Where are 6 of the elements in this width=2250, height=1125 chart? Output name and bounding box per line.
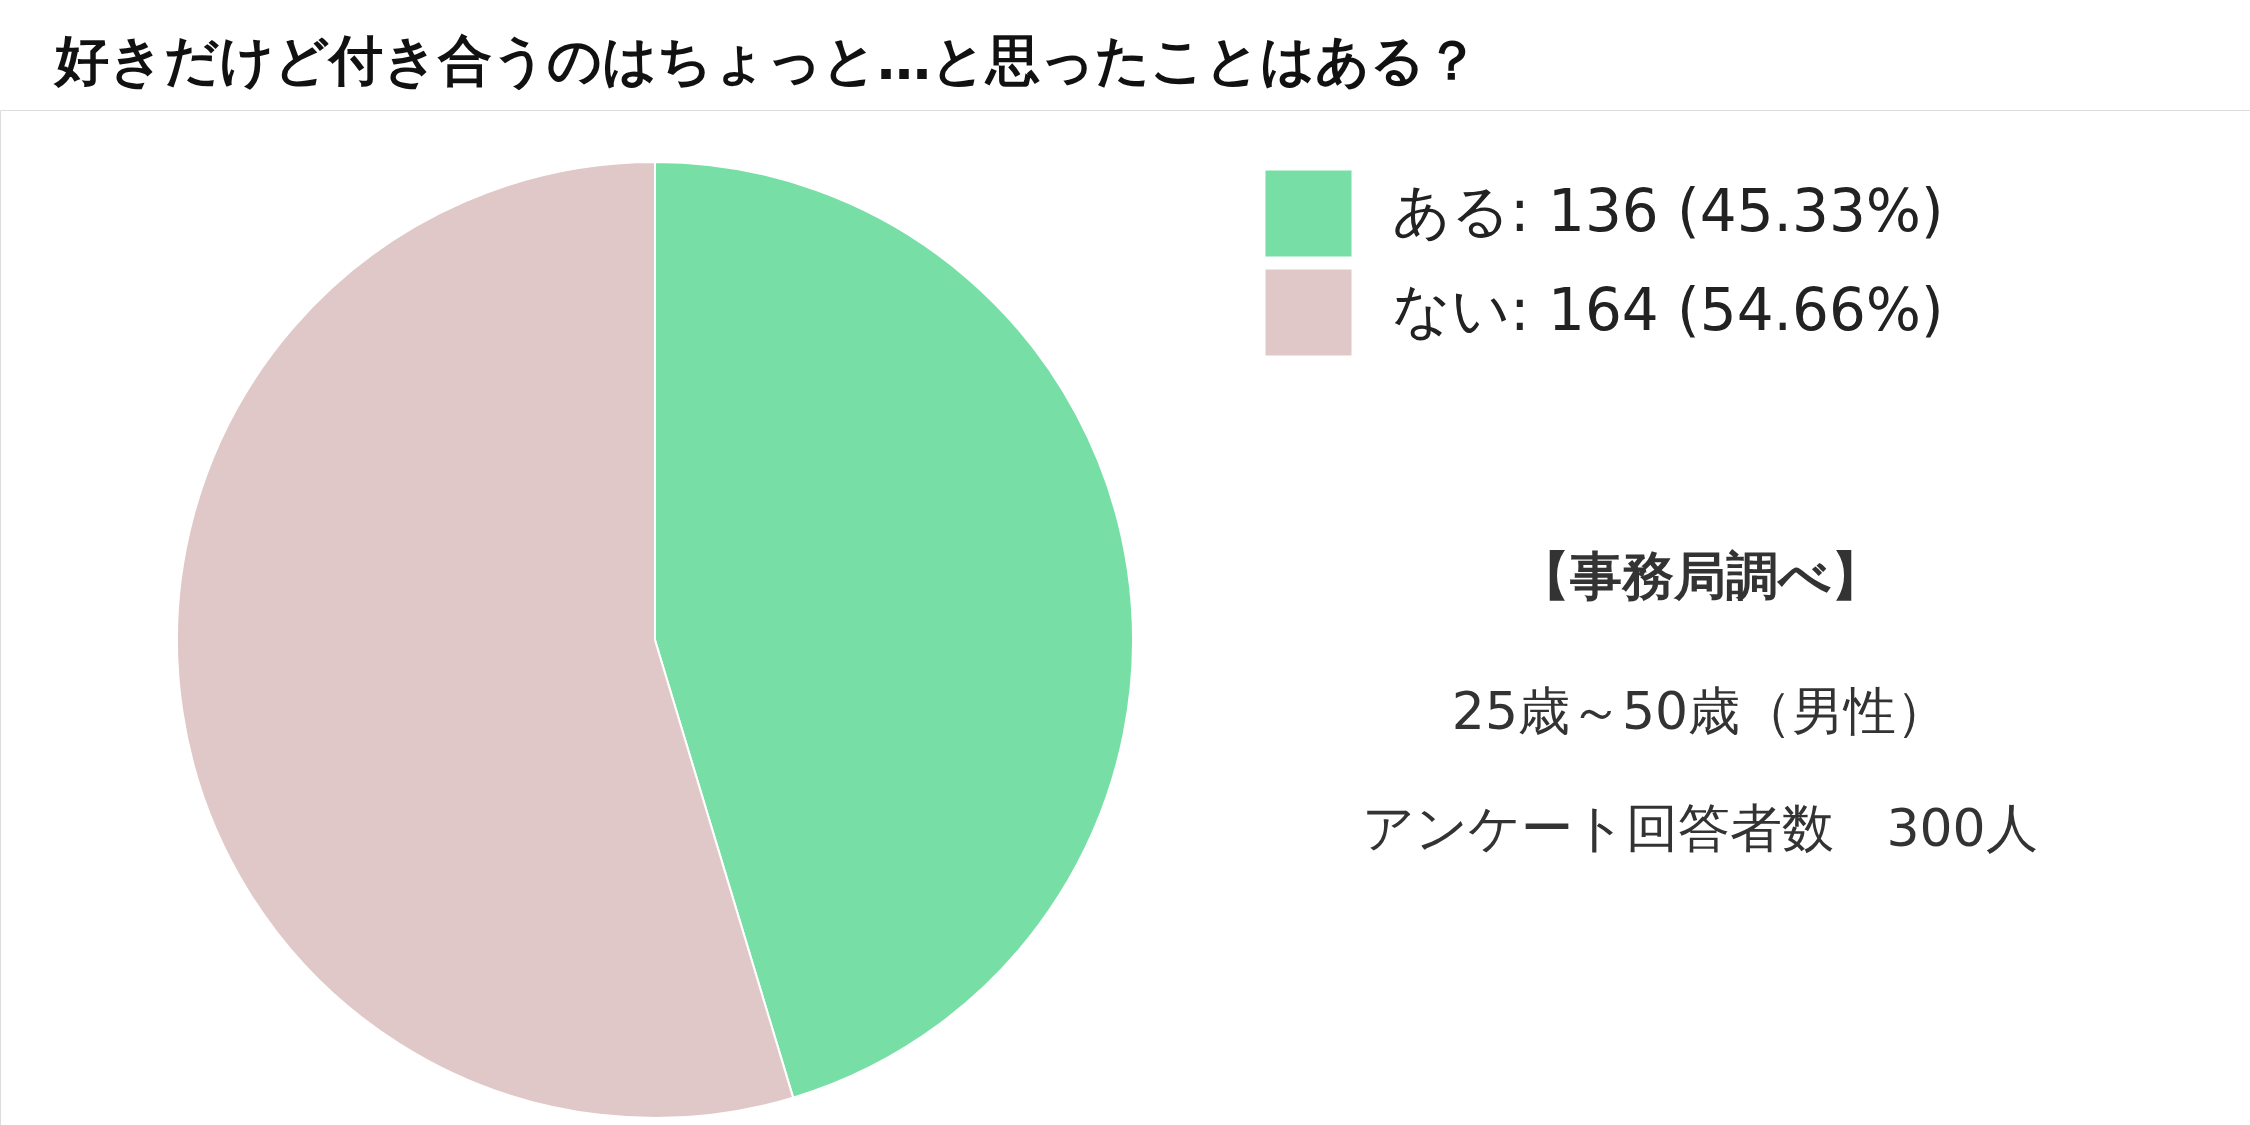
text: アンケート回答者数 300人: [1362, 798, 2038, 858]
legend-label: ある: 136 (45.33%): [1392, 176, 1944, 245]
text: 【事務局調べ】: [1517, 546, 1883, 606]
text: 25歳～50歳（男性）: [1451, 681, 1949, 741]
legend-label: ない: 164 (54.66%): [1392, 275, 1944, 344]
chart-title: 好きだけど付き合うのはちょっと…と思ったことはある？: [53, 29, 1479, 92]
